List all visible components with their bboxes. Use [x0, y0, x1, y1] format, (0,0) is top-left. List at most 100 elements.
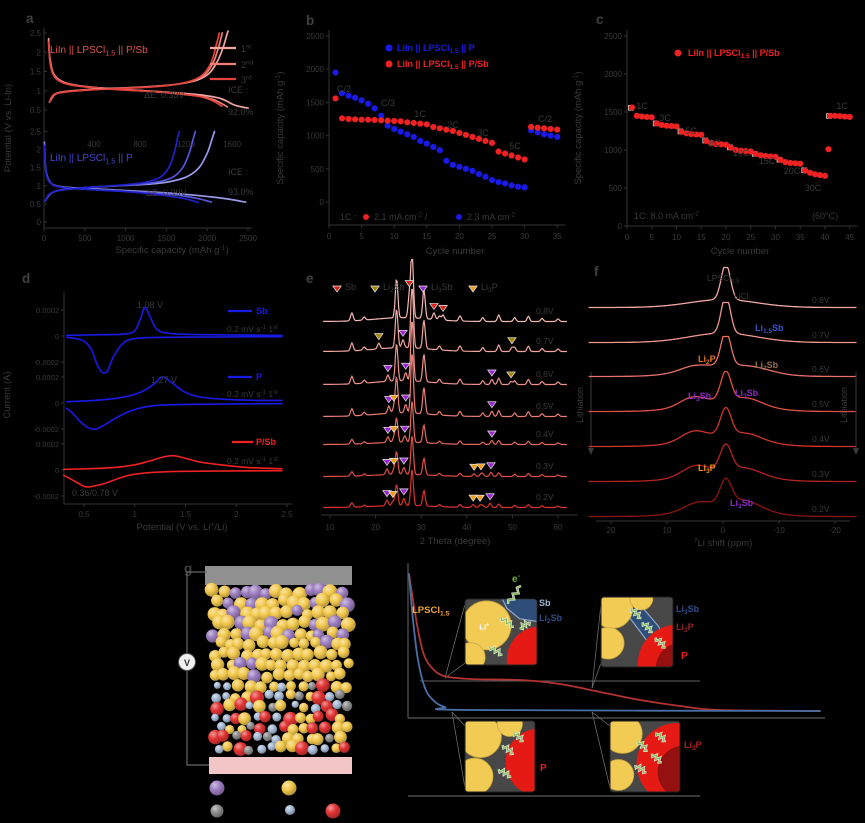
tick-label: 2	[37, 146, 42, 155]
particle	[223, 698, 237, 712]
phase-marker-icon	[404, 280, 415, 288]
tick-label: 2.5	[281, 510, 293, 519]
particle	[298, 681, 309, 692]
tick-label: 50	[508, 523, 517, 532]
data-point	[547, 132, 554, 139]
particle	[341, 721, 353, 733]
current-collector	[205, 566, 352, 585]
data-point	[534, 124, 541, 131]
electron-squiggle-icon	[637, 740, 648, 752]
nmr-spectrum	[588, 370, 857, 413]
data-point	[365, 100, 372, 107]
tick-label: 0	[721, 526, 726, 535]
particle	[291, 700, 299, 708]
particle	[223, 682, 232, 691]
annotation: Li2P	[698, 354, 716, 366]
axis-label: 2 Theta (degree)	[420, 536, 491, 547]
tick-label: 0.5	[30, 200, 42, 209]
cv-trace	[65, 376, 283, 403]
side-label: Lithiation	[575, 387, 585, 423]
particle	[311, 690, 326, 705]
data-point	[648, 114, 655, 121]
xrd-pattern	[323, 401, 567, 446]
data-point	[385, 60, 393, 68]
tick-label: 15	[422, 232, 431, 241]
electron-squiggle-icon	[488, 646, 503, 656]
particle	[293, 668, 306, 680]
data-point	[703, 137, 710, 144]
tick-label: 500	[311, 165, 325, 174]
axis-label: Potential (V vs. Li+/Li)	[136, 521, 227, 533]
rate-label: 3C	[477, 128, 489, 138]
data-point	[797, 160, 804, 167]
particle	[287, 724, 299, 735]
data-point	[404, 119, 411, 126]
particle	[294, 691, 304, 701]
particle-bed	[204, 582, 356, 757]
particle	[336, 606, 350, 620]
data-point	[508, 182, 515, 189]
legend-label: Li3Sb	[431, 282, 453, 294]
particle	[295, 712, 306, 724]
phase-marker-icon	[400, 394, 411, 402]
tick-label: 500	[78, 234, 92, 243]
tick-label: 0.0002	[36, 306, 59, 315]
footnote: 2.1 mA cm-2 /	[374, 212, 428, 222]
voltage-profile	[48, 32, 221, 104]
tick-label: -10	[773, 526, 785, 535]
particle	[206, 629, 220, 643]
data-point	[358, 97, 365, 104]
data-point	[358, 116, 365, 123]
data-point	[436, 147, 443, 154]
phase-marker-icon	[373, 333, 384, 341]
data-point	[391, 125, 398, 133]
series-PSb	[628, 104, 853, 179]
particle	[302, 670, 314, 683]
particle	[256, 635, 270, 649]
panel-label-d: d	[22, 271, 30, 286]
data-point	[469, 167, 476, 174]
data-point	[365, 116, 372, 123]
particle	[312, 710, 324, 722]
tick-label: -0.0002	[34, 492, 59, 501]
legend-particle	[209, 780, 225, 796]
data-point	[722, 141, 730, 148]
particle	[295, 741, 309, 756]
tick-label: 0	[37, 218, 42, 227]
phase-marker-icon	[475, 494, 485, 502]
particle	[274, 691, 284, 701]
nmr-spectrum	[588, 301, 857, 344]
axis-label: Specific capacity (mAh g-1)	[274, 71, 286, 184]
data-point	[385, 44, 393, 52]
note: (60°C)	[812, 211, 838, 221]
legend-label: Sb	[345, 282, 356, 292]
phase-marker-icon	[399, 425, 410, 433]
particle	[230, 628, 243, 641]
data-point	[462, 165, 470, 172]
data-point	[554, 133, 561, 141]
phase-marker-icon	[468, 285, 478, 293]
electron-squiggle-icon	[502, 745, 515, 755]
data-point	[737, 147, 744, 154]
particle	[285, 689, 296, 700]
legend-label: P/Sb	[256, 437, 277, 447]
data-point	[534, 129, 541, 136]
particle	[272, 667, 286, 681]
inset-domain-yellow	[601, 626, 625, 660]
tick-label: 1500	[604, 108, 622, 117]
particle	[246, 657, 259, 670]
particle	[210, 702, 224, 716]
voltage-label: 0.7V	[536, 336, 554, 346]
data-point	[456, 214, 462, 220]
voltage-label: 0.3V	[536, 461, 554, 471]
tick-label: 40	[821, 233, 830, 242]
particle	[253, 723, 266, 735]
particle	[326, 648, 338, 661]
tick-label: 0.5	[78, 510, 90, 519]
tick-label: 1.5	[30, 68, 42, 77]
voltage-label: 0.6V	[812, 364, 830, 374]
xrd-pattern	[323, 288, 567, 353]
data-point	[812, 171, 819, 178]
particle	[340, 617, 356, 632]
data-point	[469, 133, 476, 141]
